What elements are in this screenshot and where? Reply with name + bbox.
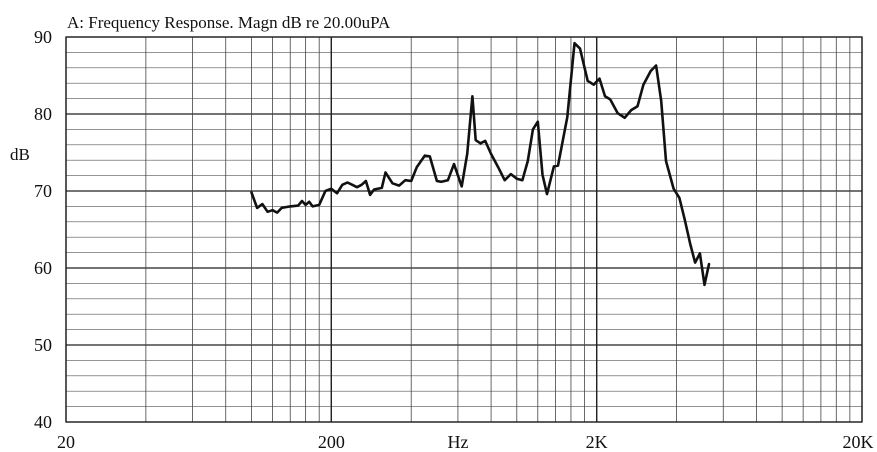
y-tick-label: 70 <box>34 181 52 201</box>
x-tick-label: 200 <box>318 432 345 452</box>
x-tick-label: 20 <box>57 432 75 452</box>
x-axis-label: Hz <box>448 432 469 452</box>
chart-title: A: Frequency Response. Magn dB re 20.00u… <box>67 13 391 32</box>
x-tick-label: 2K <box>586 432 608 452</box>
series-line <box>250 41 711 287</box>
series-layer <box>250 41 711 287</box>
y-tick-label: 90 <box>34 27 52 47</box>
tick-labels: 40 50 60 70 80 90 20 200 2K 20K Hz <box>34 27 874 452</box>
grid <box>65 36 863 423</box>
x-tick-label: 20K <box>843 432 874 452</box>
y-tick-label: 80 <box>34 104 52 124</box>
plot-border <box>65 36 863 423</box>
y-axis-label: dB <box>10 145 30 164</box>
y-tick-label: 50 <box>34 335 52 355</box>
y-tick-label: 60 <box>34 258 52 278</box>
y-tick-label: 40 <box>34 412 52 432</box>
